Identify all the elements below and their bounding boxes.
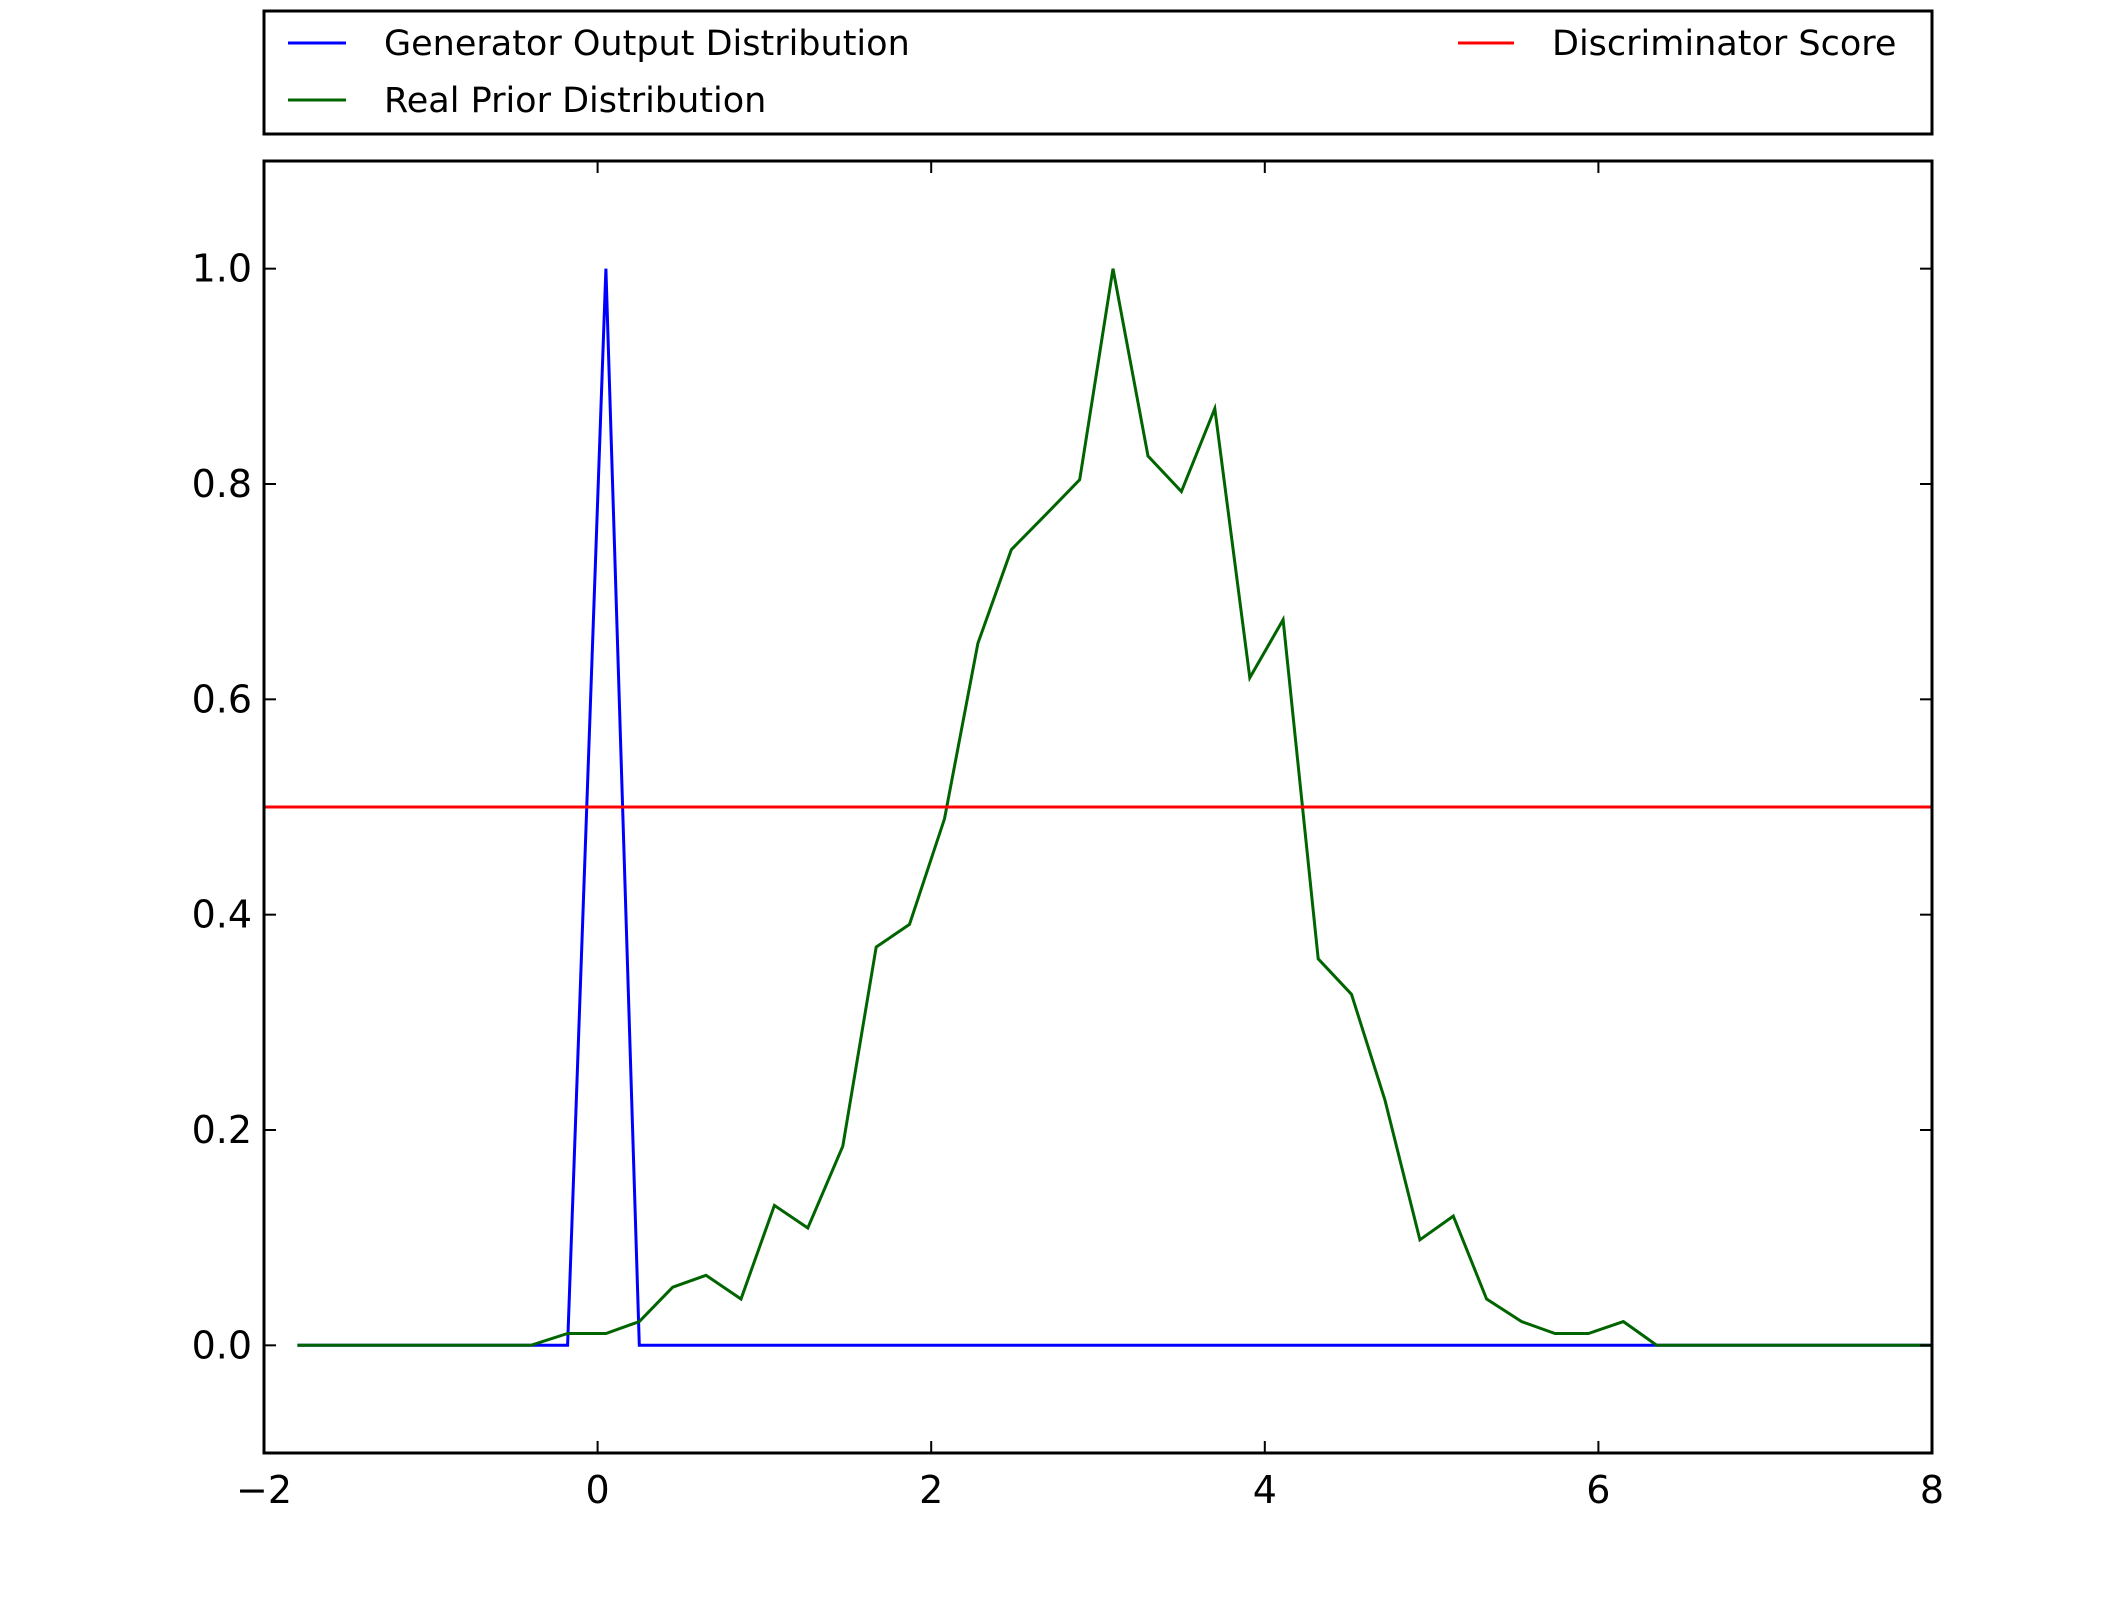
legend-label: Discriminator Score — [1552, 24, 1896, 64]
plot-frame — [262, 159, 1934, 1455]
legend: Generator Output Distribution Real Prior … — [262, 9, 1934, 136]
series-line-real-prior-distribution — [297, 268, 1932, 1347]
legend-label: Real Prior Distribution — [384, 81, 766, 121]
y-tick-label: 0.8 — [192, 462, 252, 506]
series-group — [264, 268, 1932, 1347]
x-tick-label: 0 — [586, 1468, 610, 1512]
y-tick-label: 1.0 — [192, 247, 252, 291]
y-tick-label: 0.6 — [192, 677, 252, 721]
x-tick-label: 4 — [1253, 1468, 1277, 1512]
x-tick-label: 2 — [919, 1468, 943, 1512]
axes: −2 0 2 4 6 8 0.0 0.2 0.4 0.6 0.8 1.0 — [192, 159, 1944, 1512]
y-tick-label: 0.0 — [192, 1323, 252, 1367]
legend-label: Generator Output Distribution — [384, 24, 910, 64]
x-tick-label: 8 — [1920, 1468, 1944, 1512]
legend-box — [262, 9, 1934, 136]
plot-area — [264, 268, 1932, 1347]
y-tick-label: 0.2 — [192, 1108, 252, 1152]
x-tick-label: −2 — [236, 1468, 292, 1512]
y-tick-label: 0.4 — [192, 893, 252, 937]
x-tick-label: 6 — [1586, 1468, 1610, 1512]
